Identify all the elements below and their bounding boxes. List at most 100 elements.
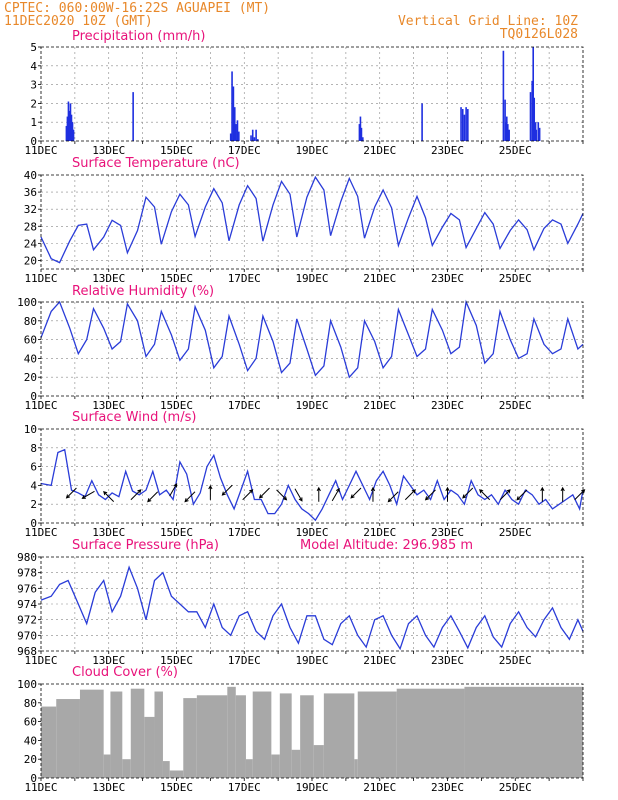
x-tick-label: 15DEC: [160, 654, 193, 667]
wind-arrow: [276, 489, 288, 501]
precip-bar: [236, 120, 239, 141]
precip-bar: [65, 125, 68, 141]
x-tick-label: 11DEC: [24, 526, 57, 539]
pressure-title: Surface Pressure (hPa): [72, 538, 219, 553]
cloud-cover-bar: [396, 688, 465, 778]
wind-arrow: [370, 486, 376, 502]
x-tick-label: 17DEC: [228, 272, 261, 285]
y-tick-label: 0: [30, 517, 37, 530]
precip-bar: [508, 129, 510, 141]
precip-bar: [66, 116, 69, 141]
temperature-panel: Surface Temperature (nC) 20 24 28 32 36 40 11D…: [24, 156, 584, 285]
pressure-panel: Surface Pressure (hPa) Model Altitude: 2…: [17, 538, 584, 667]
cloud-cover-bar: [103, 754, 111, 778]
x-tick-label: 25DEC: [499, 272, 532, 285]
cloud-cover-bar: [196, 695, 228, 778]
precip-bar: [535, 129, 538, 141]
cloud-cover-bar: [235, 695, 246, 778]
x-tick-label: 21DEC: [363, 272, 396, 285]
y-tick-label: 4: [30, 479, 37, 492]
y-tick-label: 1: [30, 116, 37, 129]
precip-bar: [132, 92, 134, 141]
wind-arrow: [350, 487, 362, 499]
cloud-cover-bar: [464, 686, 583, 778]
wind-arrow: [258, 487, 270, 499]
y-tick-label: 5: [30, 41, 37, 54]
y-tick-label: 10: [24, 423, 37, 436]
x-tick-label: 17DEC: [228, 654, 261, 667]
wind-title: Surface Wind (m/s): [72, 410, 196, 425]
wind-arrow: [479, 489, 491, 501]
cloud-cover-bar: [279, 693, 292, 778]
header-grid-note: Vertical Grid Line: 10Z: [398, 14, 578, 29]
wind-arrow: [294, 488, 303, 502]
cloud-cover-bar: [227, 686, 236, 778]
y-tick-label: 3: [30, 79, 37, 92]
x-tick-label: 21DEC: [363, 144, 396, 157]
cloud-cover-panel: Cloud Cover (%) 0 20 40 60 80 100 11DEC 13DEC 15…: [17, 665, 584, 794]
y-tick-label: 2: [30, 97, 37, 110]
x-tick-label: 15DEC: [160, 399, 193, 412]
y-tick-label: 978: [17, 567, 37, 580]
x-tick-label: 25DEC: [499, 654, 532, 667]
wind-arrow: [560, 486, 565, 502]
x-tick-label: 19DEC: [295, 272, 328, 285]
temperature-series-line: [40, 175, 584, 264]
y-tick-label: 36: [24, 186, 37, 199]
precip-bar: [506, 124, 509, 141]
precip-bar: [529, 92, 532, 141]
precip-bar: [232, 86, 235, 141]
x-tick-label: 23DEC: [431, 781, 464, 794]
y-tick-label: 0: [30, 390, 37, 403]
precip-bar: [250, 135, 252, 141]
precip-bar: [71, 122, 74, 141]
cloud-cover-bar: [41, 706, 57, 778]
wind-arrow: [424, 489, 436, 501]
pressure-series-line: [40, 565, 584, 651]
x-tick-label: 21DEC: [363, 781, 396, 794]
y-tick-label: 60: [24, 334, 37, 347]
x-tick-label: 11DEC: [24, 272, 57, 285]
x-tick-label: 23DEC: [431, 654, 464, 667]
x-tick-label: 25DEC: [499, 526, 532, 539]
y-tick-label: 40: [24, 352, 37, 365]
x-tick-label: 21DEC: [363, 526, 396, 539]
y-tick-label: 972: [17, 614, 37, 627]
cloud-cover-bar: [357, 691, 397, 778]
precip-bar: [532, 47, 535, 141]
x-tick-label: 17DEC: [228, 781, 261, 794]
wind-arrow: [184, 491, 196, 503]
humidity-panel: Relative Humidity (%) 0 20 40 60 80 100 11DEC 1…: [17, 284, 584, 412]
x-tick-label: 11DEC: [24, 144, 57, 157]
cloud-cover-bar: [162, 761, 170, 778]
x-tick-label: 19DEC: [295, 399, 328, 412]
y-tick-label: 976: [17, 582, 37, 595]
precip-bar: [362, 137, 364, 141]
cloud-cover-bar: [154, 691, 163, 778]
x-tick-label: 23DEC: [431, 399, 464, 412]
x-tick-label: 23DEC: [431, 272, 464, 285]
x-tick-label: 23DEC: [431, 526, 464, 539]
x-tick-label: 25DEC: [499, 399, 532, 412]
precip-bar: [257, 139, 259, 141]
precip-bar: [461, 109, 464, 141]
y-tick-label: 974: [17, 598, 37, 611]
cloud-cover-bar: [354, 759, 358, 778]
y-tick-label: 8: [30, 442, 37, 455]
precip-bar: [235, 124, 237, 141]
temperature-title: Surface Temperature (nC): [72, 156, 240, 171]
precip-bar: [463, 114, 466, 141]
precipitation-title: Precipitation (mm/h): [72, 29, 205, 44]
wind-arrow: [221, 484, 233, 496]
cloud-cover-bar: [271, 754, 280, 778]
precip-bar: [531, 80, 533, 141]
x-tick-label: 11DEC: [24, 399, 57, 412]
cloud-cover-bar: [252, 691, 272, 778]
y-tick-label: 20: [24, 753, 37, 766]
y-tick-label: 2: [30, 498, 37, 511]
x-tick-label: 13DEC: [92, 526, 125, 539]
cloud-cover-bar: [300, 695, 314, 778]
wind-arrow: [65, 487, 77, 499]
wind-arrow: [169, 483, 178, 497]
